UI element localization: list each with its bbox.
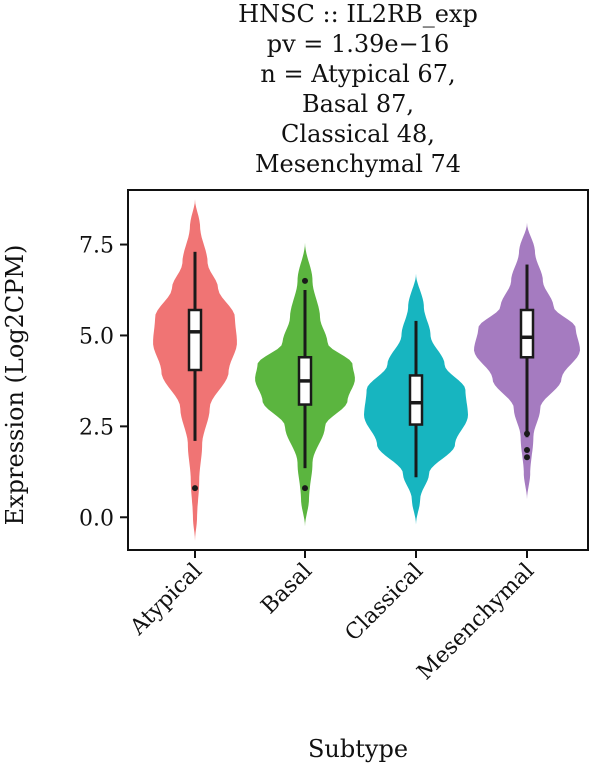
box-mesenchymal [519, 308, 535, 359]
x-axis-title: Subtype [308, 735, 408, 763]
x-tick-label-atypical: Atypical [125, 559, 207, 641]
y-tick-label-1: 2.5 [79, 415, 114, 440]
title-line-3: n = Atypical 67, [260, 60, 455, 88]
title-line-6: Mesenchymal 74 [255, 150, 461, 178]
outlier-mesenchymal-2 [524, 447, 530, 453]
title-line-4: Basal 87, [302, 90, 414, 118]
outlier-basal-2 [302, 277, 308, 284]
violin-group-atypical [153, 199, 237, 541]
y-tick-label-3: 7.5 [79, 234, 114, 259]
title-line-5: Classical 48, [281, 120, 435, 148]
title-line-1: HNSC :: IL2RB_exp [238, 0, 478, 28]
plot-frame [127, 189, 589, 551]
x-tick-label-basal: Basal [257, 559, 318, 620]
y-axis-title: Expression (Log2CPM) [1, 245, 29, 526]
outlier-mesenchymal-1 [524, 430, 530, 437]
y-tick-label-2: 5.0 [79, 324, 114, 349]
outlier-basal-1 [302, 485, 308, 492]
y-axis: 0.0 2.5 5.0 7.5 [79, 234, 128, 531]
x-tick-label-mesenchymal: Mesenchymal [413, 559, 540, 686]
outlier-mesenchymal-3 [524, 454, 530, 461]
box-classical [408, 374, 424, 426]
violin-group-classical [364, 273, 468, 525]
title-line-2: pv = 1.39e−16 [267, 30, 450, 58]
plot-area [127, 189, 589, 551]
y-tick-label-0: 0.0 [79, 506, 114, 531]
violin-group-basal [255, 242, 355, 527]
outlier-atypical-1 [192, 485, 198, 492]
x-tick-label-classical: Classical [341, 559, 429, 647]
box-atypical [187, 308, 203, 372]
violin-group-mesenchymal [474, 222, 580, 500]
